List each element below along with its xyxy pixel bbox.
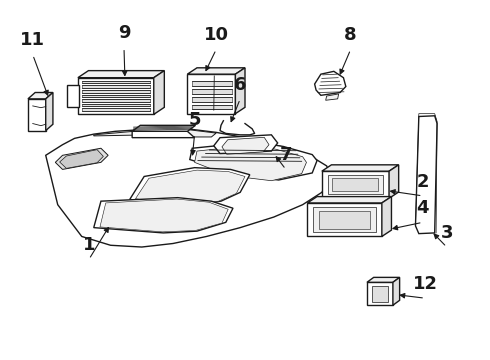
Polygon shape (55, 148, 108, 170)
Text: 4: 4 (416, 199, 429, 217)
Polygon shape (154, 71, 164, 114)
Text: 8: 8 (344, 26, 357, 44)
Polygon shape (132, 125, 196, 131)
Polygon shape (187, 74, 235, 114)
Polygon shape (94, 130, 216, 137)
Polygon shape (67, 85, 79, 107)
Polygon shape (82, 108, 150, 111)
Polygon shape (235, 68, 245, 114)
Text: 5: 5 (188, 111, 201, 129)
Polygon shape (214, 135, 278, 154)
Polygon shape (315, 71, 346, 95)
Polygon shape (195, 145, 306, 181)
Polygon shape (60, 150, 103, 168)
Polygon shape (222, 137, 269, 154)
Polygon shape (136, 170, 245, 206)
Polygon shape (382, 197, 392, 237)
Polygon shape (192, 81, 232, 86)
Text: 2: 2 (416, 172, 429, 190)
Polygon shape (82, 85, 150, 88)
Polygon shape (46, 93, 53, 131)
Polygon shape (192, 104, 232, 109)
Polygon shape (319, 211, 370, 229)
Polygon shape (28, 93, 53, 99)
Polygon shape (190, 142, 317, 180)
Polygon shape (192, 89, 232, 94)
Polygon shape (78, 78, 154, 114)
Polygon shape (82, 90, 150, 93)
Polygon shape (82, 99, 150, 102)
Text: 7: 7 (280, 146, 292, 164)
Polygon shape (187, 68, 245, 74)
Text: 11: 11 (20, 31, 45, 49)
Polygon shape (328, 175, 383, 194)
Text: 9: 9 (118, 24, 130, 42)
Text: 6: 6 (234, 76, 246, 94)
Polygon shape (130, 168, 250, 207)
Polygon shape (132, 131, 195, 138)
Text: 1: 1 (83, 236, 95, 254)
Polygon shape (307, 203, 382, 237)
Polygon shape (100, 199, 228, 232)
Polygon shape (322, 165, 399, 171)
Text: 3: 3 (441, 224, 453, 242)
Polygon shape (367, 282, 393, 305)
Polygon shape (307, 197, 392, 203)
Polygon shape (82, 104, 150, 106)
Polygon shape (393, 277, 400, 305)
Polygon shape (82, 81, 150, 83)
Polygon shape (94, 198, 233, 233)
Polygon shape (322, 171, 389, 198)
Polygon shape (367, 277, 400, 282)
Polygon shape (372, 286, 388, 302)
Polygon shape (78, 71, 164, 78)
Text: 10: 10 (204, 26, 229, 44)
Polygon shape (416, 116, 437, 234)
Text: 12: 12 (413, 275, 438, 293)
Polygon shape (326, 94, 339, 100)
Polygon shape (192, 97, 232, 102)
Polygon shape (313, 207, 376, 232)
Polygon shape (28, 99, 46, 131)
Polygon shape (46, 129, 331, 247)
Polygon shape (82, 95, 150, 97)
Polygon shape (332, 178, 378, 191)
Polygon shape (389, 165, 399, 198)
